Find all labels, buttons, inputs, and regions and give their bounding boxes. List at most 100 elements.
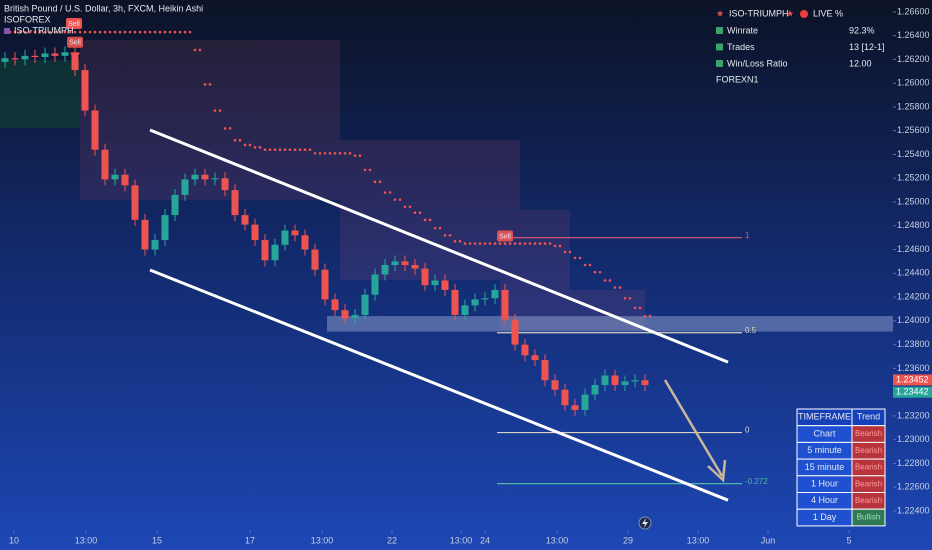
y-tick-label: 1.24200 xyxy=(897,291,930,301)
trail-dot xyxy=(373,180,377,184)
stat-label: Trades xyxy=(727,42,755,52)
trail-dot xyxy=(398,198,402,201)
arrow xyxy=(663,379,724,477)
y-tick-label: 1.23200 xyxy=(897,410,930,420)
candle-body xyxy=(501,289,509,320)
candle-body xyxy=(361,294,369,315)
zone xyxy=(327,316,893,332)
y-tick-label: 1.23600 xyxy=(897,363,930,373)
arrow-head xyxy=(707,459,727,483)
trail-dot xyxy=(638,306,642,310)
candle-body xyxy=(561,389,569,406)
trendline xyxy=(149,128,729,364)
candle-body xyxy=(441,280,449,290)
stats-panel: ★ ISO-TRIUMPH ★ LIVE % FOREXN1 Winrate 92… xyxy=(716,8,885,84)
trail-dot xyxy=(48,30,52,34)
trail-dot xyxy=(588,263,592,267)
candle-body xyxy=(461,305,469,315)
candle-body xyxy=(241,215,249,225)
trend: Bullish xyxy=(857,513,881,522)
y-tick-label: 1.25400 xyxy=(897,149,930,159)
candle-body xyxy=(601,375,609,386)
trendline xyxy=(149,268,729,502)
x-tick-label: 29 xyxy=(623,535,633,545)
trail-dot xyxy=(68,30,72,34)
trail-dot xyxy=(493,242,497,245)
y-tick-label: 1.23000 xyxy=(897,434,930,444)
timeframe: 4 Hour xyxy=(811,495,838,505)
trail-dot xyxy=(508,242,512,245)
check-icon xyxy=(716,27,723,34)
trail-dot xyxy=(593,270,597,274)
candle-body xyxy=(521,344,529,356)
trail-dot xyxy=(543,242,547,245)
timeframe: 15 minute xyxy=(805,462,845,472)
price-label-box xyxy=(893,374,932,386)
table-cell xyxy=(851,508,886,527)
candle-body xyxy=(571,405,579,410)
stat-label: Win/Loss Ratio xyxy=(727,58,788,68)
x-tick-label: 10 xyxy=(9,535,19,545)
candle-body xyxy=(81,70,89,111)
trail-dot xyxy=(388,191,392,194)
trail-dot xyxy=(513,242,517,245)
candle-body xyxy=(141,219,149,250)
trail-dot xyxy=(108,30,112,34)
trail-dot xyxy=(383,191,387,194)
candle-body xyxy=(401,261,409,265)
indicator-name: ISO-TRIUMPH xyxy=(14,25,74,35)
trail-dot xyxy=(163,30,167,34)
y-tick-label: 1.24400 xyxy=(897,268,930,278)
y-tick-label: 1.22600 xyxy=(897,482,930,492)
trend: Bearish xyxy=(855,463,882,472)
trail-dot xyxy=(603,279,607,282)
trail-dot xyxy=(358,154,362,157)
trail-dot xyxy=(293,148,297,152)
trail-dot xyxy=(78,30,82,34)
star: ★ xyxy=(786,8,794,18)
trail-dot xyxy=(63,30,67,34)
candle-body xyxy=(41,53,49,58)
table-header: TIMEFRAME xyxy=(798,412,851,422)
trail-dot xyxy=(343,151,347,155)
candle-body xyxy=(611,375,619,386)
trail-dot xyxy=(503,242,507,245)
signal-label: Sell xyxy=(499,233,511,240)
candle-body xyxy=(471,299,479,306)
trail-dot xyxy=(303,148,307,152)
trail-dot xyxy=(408,205,412,209)
timeframe: 5 minute xyxy=(807,445,842,455)
fib-label: 0 xyxy=(745,426,750,435)
candle-body xyxy=(71,52,79,71)
trail-dot xyxy=(123,30,127,34)
trail-dot xyxy=(133,30,137,34)
candle-body xyxy=(251,224,259,241)
price-label: 1.23452 xyxy=(896,374,929,384)
trail-dot xyxy=(548,242,552,245)
stat-value: 92.3% xyxy=(849,25,875,35)
indicator-name: ISOFOREX xyxy=(4,14,51,24)
trail-dot xyxy=(363,168,367,172)
candle-body xyxy=(311,249,319,270)
live-dot xyxy=(800,10,808,18)
trend-table: TIMEFRAME Trend Chart Bearish 5 minute Bearis… xyxy=(796,408,886,527)
trail-dot xyxy=(413,211,417,215)
trail-dot xyxy=(568,250,572,254)
trail-dot xyxy=(168,30,172,34)
trail-dot xyxy=(258,146,262,149)
candle-body xyxy=(431,280,439,286)
trail-dot xyxy=(323,151,327,155)
trail-dot xyxy=(208,83,212,86)
fib-label: 0.5 xyxy=(745,326,757,335)
trail-dot xyxy=(573,256,577,260)
trail-dot xyxy=(578,256,582,260)
x-tick-label: 13:00 xyxy=(75,535,98,545)
x-tick-label: 13:00 xyxy=(687,535,710,545)
trail-dot xyxy=(283,148,287,152)
timeframe: 1 Day xyxy=(813,512,837,522)
panel-footer: FOREXN1 xyxy=(716,74,759,84)
y-tick-label: 1.23800 xyxy=(897,339,930,349)
trail-dot xyxy=(28,30,32,34)
candle-body xyxy=(371,274,379,295)
